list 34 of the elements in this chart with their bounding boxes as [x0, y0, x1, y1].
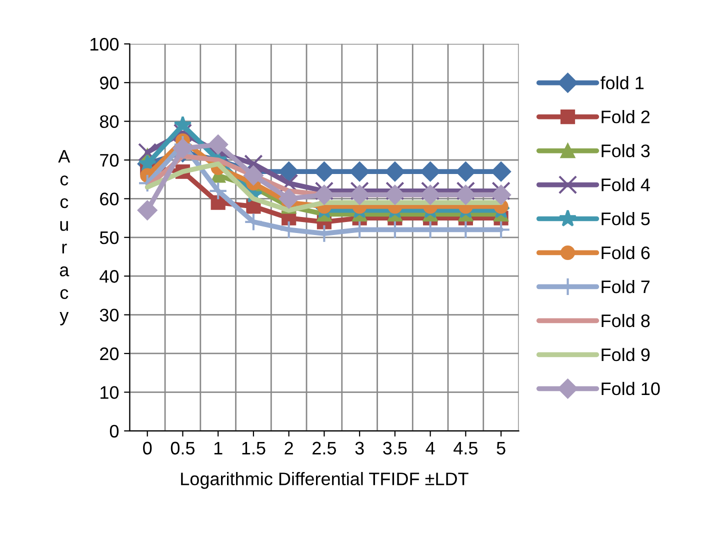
legend-label: Fold 7	[602, 280, 650, 294]
x-tick-label: 2.5	[312, 442, 336, 455]
x-tick-label: 1	[214, 442, 222, 454]
x-tick-label: 1.5	[242, 442, 266, 455]
y-tick-label: 30	[100, 308, 119, 322]
x-tick-label: 3.5	[383, 442, 407, 455]
x-tick-label: 0.5	[170, 442, 195, 455]
y-tick-label: 10	[100, 386, 119, 399]
x-tick-label: 5	[496, 442, 506, 455]
y-tick-label: 20	[100, 347, 119, 360]
x-tick-label: 4.5	[454, 442, 478, 455]
y-tick-label: 100	[90, 38, 119, 51]
legend-label: Fold 2	[602, 110, 650, 124]
legend-label: Fold 8	[602, 314, 650, 328]
x-axis-title: Logarithmic Differential TFIDF ±LDT	[181, 472, 468, 489]
x-tick-label: 4	[426, 442, 435, 454]
legend-label: Fold 6	[602, 246, 650, 260]
x-tick-label: 0	[143, 442, 152, 455]
legend-label: fold 1	[600, 76, 644, 90]
y-tick-label: 40	[100, 270, 119, 283]
legend-label: Fold 3	[602, 144, 650, 158]
legend-label: Fold 9	[602, 348, 650, 362]
y-tick-label: 80	[100, 115, 119, 128]
y-tick-label: 70	[100, 154, 119, 167]
legend-label: Fold 4	[602, 178, 650, 192]
x-tick-label: 3	[355, 442, 364, 455]
x-tick-label: 2	[284, 442, 293, 454]
y-tick-label: 50	[100, 231, 119, 244]
legend-label: Fold 10	[602, 382, 660, 396]
y-axis-title: Accuracy	[58, 150, 70, 326]
y-tick-label: 0	[110, 424, 119, 438]
y-tick-label: 60	[100, 192, 119, 206]
y-tick-label: 90	[100, 76, 119, 90]
legend-label: Fold 5	[602, 212, 650, 226]
